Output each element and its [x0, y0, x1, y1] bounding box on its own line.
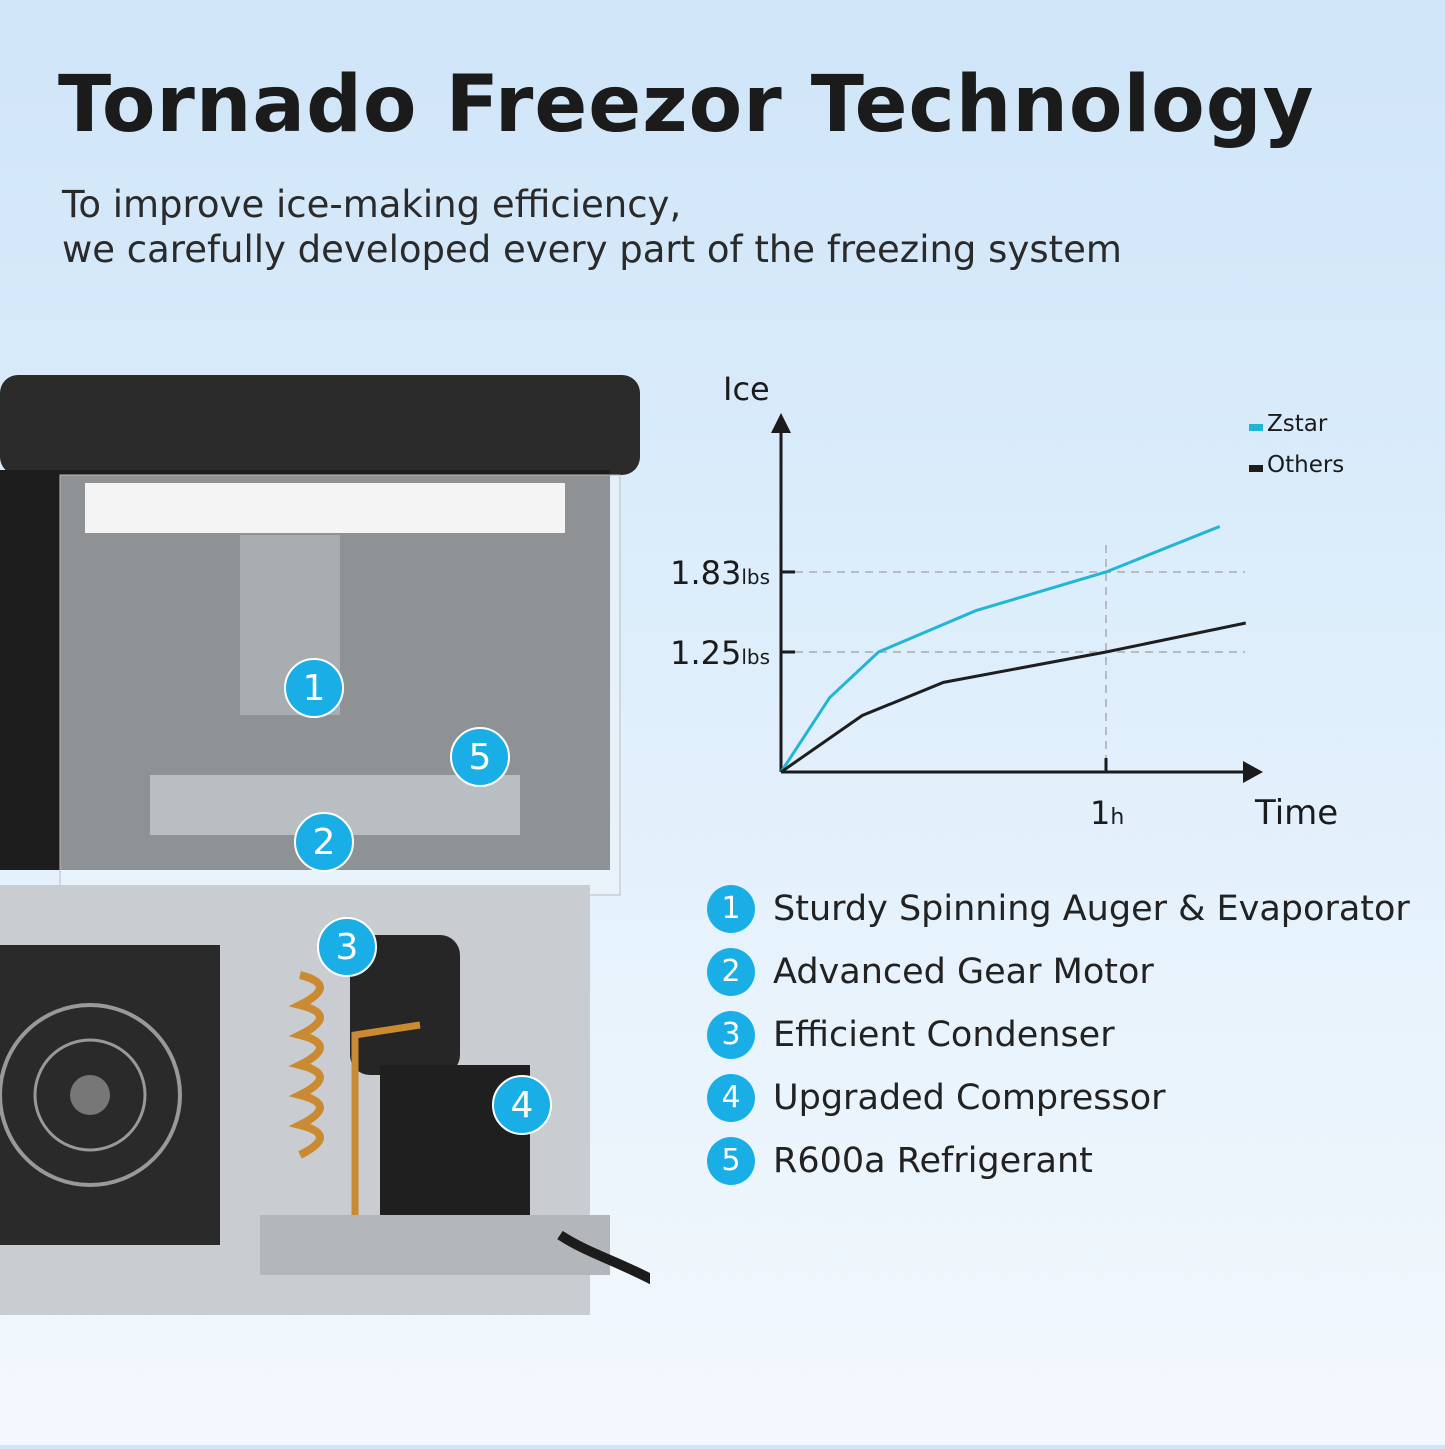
callout-badge-3: 3: [317, 917, 377, 977]
page-title: Tornado Freezor Technology: [58, 60, 1315, 150]
feature-item: 1 Sturdy Spinning Auger & Evaporator: [707, 877, 1410, 940]
feature-number-badge: 3: [707, 1010, 755, 1059]
ice-maker-cutaway-image: 1 2 3 4 5: [0, 375, 805, 1448]
feature-label: R600a Refrigerant: [773, 1140, 1093, 1181]
y-tick-label: 1.25lbs: [670, 634, 770, 672]
callout-badge-1: 1: [284, 658, 344, 718]
x-axis-arrow: [1243, 761, 1263, 783]
y-tick-label: 1.83lbs: [670, 554, 770, 592]
feature-number-badge: 2: [707, 947, 755, 996]
legend-label-others: Others: [1267, 452, 1344, 478]
legend-swatch-others: [1249, 465, 1263, 472]
legend-label-zstar: Zstar: [1267, 411, 1328, 437]
feature-label: Upgraded Compressor: [773, 1077, 1166, 1118]
y-axis-arrow: [771, 413, 791, 433]
callout-badge-4: 4: [492, 1075, 552, 1135]
y-axis-label: Ice: [723, 370, 770, 408]
feature-item: 5 R600a Refrigerant: [707, 1129, 1410, 1192]
feature-label: Advanced Gear Motor: [773, 951, 1154, 992]
subtitle-line-1: To improve ice-making efficiency,: [62, 183, 682, 226]
subtitle: To improve ice-making efficiency, we car…: [62, 182, 1122, 272]
subtitle-line-2: we carefully developed every part of the…: [62, 228, 1122, 271]
ice-output-chart: Ice Time 1.25lbs 1.83lbs 1h Zstar Others: [670, 370, 1344, 833]
feature-item: 3 Efficient Condenser: [707, 1003, 1410, 1066]
feature-number-badge: 4: [707, 1073, 755, 1122]
feature-label: Sturdy Spinning Auger & Evaporator: [773, 888, 1410, 929]
series-line-zstar: [779, 525, 1221, 773]
x-tick-label: 1h: [1090, 794, 1124, 832]
series-line-others: [780, 621, 1247, 774]
feature-label: Efficient Condenser: [773, 1014, 1115, 1055]
feature-item: 4 Upgraded Compressor: [707, 1066, 1410, 1129]
x-axis-label: Time: [1254, 793, 1338, 833]
callout-badge-2: 2: [294, 812, 354, 872]
feature-number-badge: 1: [707, 884, 755, 933]
feature-number-badge: 5: [707, 1136, 755, 1185]
legend-swatch-zstar: [1249, 424, 1263, 431]
callout-badge-5: 5: [450, 727, 510, 787]
feature-item: 2 Advanced Gear Motor: [707, 940, 1410, 1003]
feature-list: 1 Sturdy Spinning Auger & Evaporator 2 Adv…: [707, 877, 1410, 1192]
